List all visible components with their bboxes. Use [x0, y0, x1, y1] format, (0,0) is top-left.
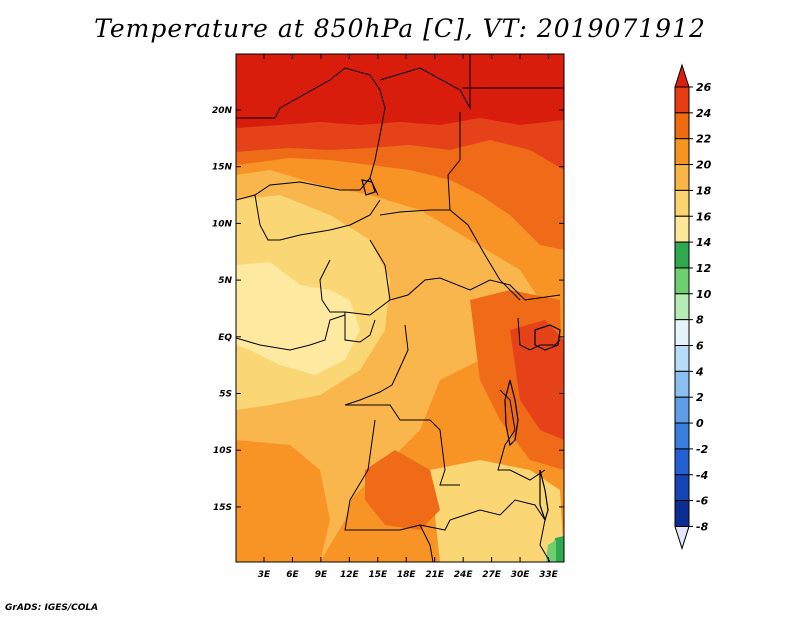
- colorbar-swatch: [674, 189, 690, 217]
- field-band-east-24: [510, 320, 564, 440]
- field-band-sw-22: [365, 450, 440, 530]
- colorbar-bottom-arrow: [674, 525, 690, 551]
- field-band-south-20: [236, 440, 330, 562]
- border-segment: [254, 194, 381, 241]
- colorbar-swatch: [674, 448, 690, 476]
- credit-text: GrADS: IGES/COLA: [5, 603, 99, 613]
- border-segment: [369, 239, 561, 301]
- field-band-lightgreen: [546, 540, 556, 562]
- colorbar-label: 4: [695, 365, 704, 378]
- border-segment: [319, 259, 391, 316]
- colorbar-top-arrow: [674, 63, 690, 88]
- lon-tick-label: 12E: [340, 570, 360, 580]
- lat-tick-label: 10S: [213, 446, 232, 456]
- colorbar-label: 20: [696, 159, 712, 172]
- border-segment: [449, 499, 551, 562]
- map-frame: [235, 53, 565, 563]
- lakes: [361, 179, 561, 522]
- colorbar-label: 8: [696, 314, 704, 327]
- colorbar-swatch: [674, 345, 690, 372]
- chart-title: Temperature at 850hPa [C], VT: 201907191…: [94, 14, 706, 43]
- colorbar-swatch: [674, 112, 690, 140]
- field-band-14: [236, 262, 360, 375]
- lat-tick-label: 5N: [218, 276, 232, 286]
- lon-tick-label: 9E: [315, 570, 328, 580]
- border-segment: [447, 112, 521, 301]
- lon-tick-label: 30E: [511, 570, 531, 580]
- colorbar-swatch: [674, 241, 690, 269]
- border-segment: [419, 524, 434, 562]
- colorbar-swatch: [674, 422, 690, 450]
- colorbar-swatch: [674, 396, 690, 424]
- colorbar-swatch: [674, 500, 690, 527]
- border-segment: [497, 389, 546, 481]
- field-band-26: [236, 54, 564, 128]
- border-segment: [379, 54, 471, 110]
- border-segment: [344, 312, 376, 343]
- lake-victoria: [534, 324, 561, 351]
- colorbar-label: -8: [696, 520, 709, 533]
- lake-tanganyika: [504, 379, 519, 447]
- colorbar-swatch: [674, 319, 690, 346]
- lon-tick-label: 27E: [482, 570, 502, 580]
- lat-tick-label: 5S: [219, 390, 232, 400]
- lon-tick-label: 33E: [539, 570, 559, 580]
- lon-tick-label: 24E: [454, 570, 474, 580]
- lat-tick-label: 20N: [212, 106, 233, 116]
- colorbar-label: 16: [696, 210, 712, 223]
- latitude-axis: 20N 15N 10N 5N EQ 5S 10S 15S: [212, 106, 564, 513]
- lon-tick-label: 6E: [286, 570, 299, 580]
- colorbar-label: 26: [696, 81, 712, 94]
- lake-chad: [361, 179, 376, 196]
- colorbar-label: -4: [696, 469, 708, 482]
- lake-malawi: [539, 469, 549, 522]
- lon-tick-label: 18E: [397, 570, 417, 580]
- colorbar-label: 10: [696, 288, 712, 301]
- colorbar-label: 0: [696, 417, 704, 430]
- country-borders: [236, 54, 564, 562]
- lat-tick-label: 10N: [212, 219, 233, 229]
- border-segment: [379, 209, 450, 216]
- lon-tick-label: 21E: [425, 570, 445, 580]
- colorbar-swatch: [674, 86, 690, 114]
- colorbar-label: 14: [696, 236, 711, 249]
- longitude-axis: 3E 6E 9E 12E 15E 18E 21E 24E 27E 30E 33E: [258, 54, 559, 580]
- colorbar-label: 12: [696, 262, 712, 275]
- border-segment: [344, 324, 409, 406]
- lat-tick-label: EQ: [218, 333, 232, 343]
- border-segment: [344, 419, 451, 531]
- temperature-field: [236, 54, 564, 562]
- colorbar-label: 2: [696, 391, 704, 404]
- colorbar-label: 6: [696, 340, 704, 353]
- colorbar-swatch: [674, 164, 690, 191]
- colorbar-label: -2: [696, 443, 709, 456]
- lon-tick-label: 15E: [368, 570, 388, 580]
- colorbar-swatch: [674, 138, 690, 166]
- colorbar-label: 22: [696, 133, 712, 146]
- border-segment: [517, 317, 561, 351]
- colorbar-swatch: [674, 474, 690, 502]
- colorbar-label: 18: [696, 184, 712, 197]
- colorbar-swatch: [674, 267, 690, 295]
- lat-tick-label: 15S: [213, 503, 232, 513]
- colorbar-label: -6: [696, 495, 709, 508]
- lon-tick-label: 3E: [258, 570, 271, 580]
- border-segment: [236, 314, 346, 351]
- colorbar-swatch: [674, 370, 690, 398]
- border-segment: [345, 404, 460, 486]
- colorbar-label: 24: [696, 107, 711, 120]
- border-segment: [236, 67, 386, 196]
- field-band-se-16: [430, 460, 564, 562]
- lat-tick-label: 15N: [212, 163, 233, 173]
- colorbar-swatch: [674, 293, 690, 321]
- colorbar-swatch: [674, 215, 690, 243]
